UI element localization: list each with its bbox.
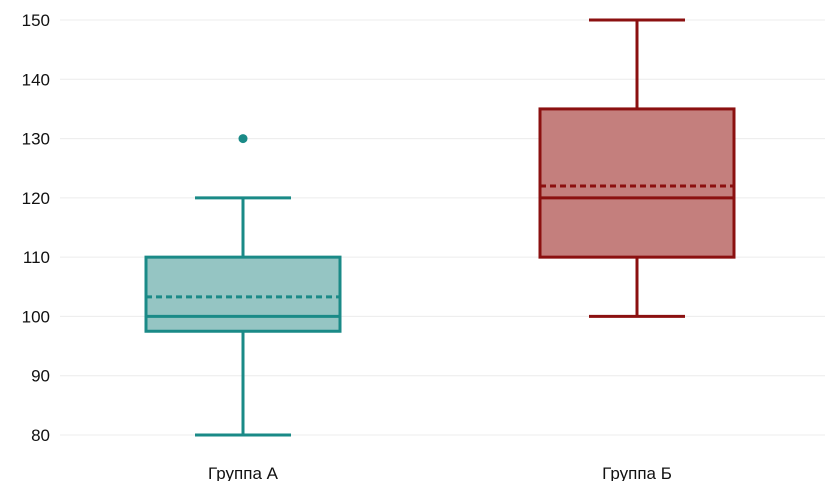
outlier-point [238,134,248,144]
y-tick-label: 110 [23,248,50,267]
y-axis-tick-labels: 80 90 100 110 120 130 140 150 [22,11,50,445]
y-tick-label: 120 [22,189,50,208]
y-tick-label: 140 [22,70,50,89]
boxes [144,18,736,437]
box-group [144,134,342,437]
y-tick-label: 100 [22,307,50,326]
x-axis-category-labels: Группа А Группа Б [208,464,672,481]
y-tick-label: 90 [31,367,50,386]
y-tick-label: 130 [22,130,50,149]
x-category-label: Группа А [208,464,279,481]
box-group [538,18,736,318]
x-category-label: Группа Б [602,464,672,481]
iqr-box [538,107,736,259]
iqr-box [144,255,342,333]
y-tick-label: 150 [22,11,50,30]
y-tick-label: 80 [31,426,50,445]
